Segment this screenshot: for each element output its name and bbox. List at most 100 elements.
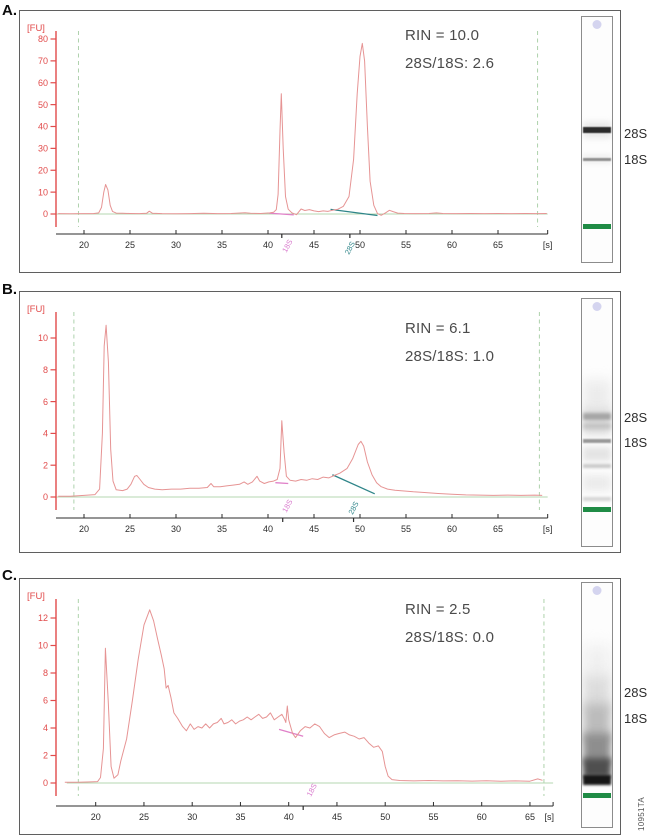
panel-c-18s-band-label: 18S [624, 711, 648, 726]
svg-text:18S: 18S [280, 238, 294, 254]
svg-text:25: 25 [125, 524, 135, 534]
panel-b-letter: B. [2, 281, 17, 298]
svg-text:18S: 18S [280, 498, 294, 514]
panel-c-electropherogram: 0 2 4 6 8 10 12 [FU] 20 25 30 35 40 45 50 55 60 65 [s] 18S [27, 591, 554, 822]
svg-text:18S: 18S [305, 782, 319, 798]
gel-band [583, 413, 611, 420]
svg-text:20: 20 [38, 165, 48, 175]
panel-a-letter: A. [2, 2, 17, 19]
svg-text:0: 0 [43, 492, 48, 502]
gel-band [583, 127, 611, 133]
svg-text:25: 25 [139, 812, 149, 822]
svg-text:40: 40 [263, 240, 273, 250]
gel-band [583, 793, 611, 798]
svg-text:60: 60 [447, 524, 457, 534]
svg-text:8: 8 [43, 365, 48, 375]
gel-band [583, 507, 611, 512]
gel-band [583, 464, 611, 468]
svg-text:6: 6 [43, 696, 48, 706]
svg-text:2: 2 [43, 460, 48, 470]
panel-a-electropherogram: 0 10 20 30 40 50 60 70 80[FU] 20 25 30 35 40 45 50 55 60 6… [27, 23, 553, 256]
gel-band [583, 423, 611, 429]
svg-text:65: 65 [493, 524, 503, 534]
svg-text:25: 25 [125, 240, 135, 250]
panel-a-gel-lane [581, 16, 613, 263]
svg-text:[FU]: [FU] [27, 304, 45, 315]
panel-b-28s-band-label: 28S [624, 410, 648, 425]
gel-band [583, 758, 611, 778]
svg-text:8: 8 [43, 668, 48, 678]
svg-text:2: 2 [43, 751, 48, 761]
svg-text:35: 35 [217, 240, 227, 250]
panel-b-electropherogram: 0 2 4 6 8 10 [FU] 20 25 30 35 40 45 50 55 60 65 [s] 18S 28S [27, 304, 553, 534]
svg-text:40: 40 [263, 524, 273, 534]
gel-band [583, 475, 611, 491]
svg-text:55: 55 [401, 524, 411, 534]
gel-band [583, 439, 611, 443]
gel-band [583, 407, 611, 435]
gel-band [583, 775, 611, 785]
svg-text:4: 4 [43, 429, 48, 439]
panel-a-box: 0 10 20 30 40 50 60 70 80 [FU] 20 25 30 35 40 45 50 55 60 6… [19, 10, 621, 273]
svg-text:50: 50 [38, 100, 48, 110]
svg-text:65: 65 [525, 812, 535, 822]
panel-c-gel-lane [581, 582, 613, 828]
svg-text:[FU]: [FU] [27, 23, 45, 34]
svg-text:20: 20 [79, 240, 89, 250]
svg-text:30: 30 [38, 144, 48, 154]
gel-band [583, 158, 611, 161]
panel-b-18s-band-label: 18S [624, 435, 648, 450]
svg-text:60: 60 [477, 812, 487, 822]
panel-c-28s-band-label: 28S [624, 685, 648, 700]
gel-band [583, 645, 611, 680]
svg-text:[s]: [s] [544, 812, 554, 822]
svg-text:50: 50 [355, 524, 365, 534]
svg-text:30: 30 [171, 240, 181, 250]
svg-text:45: 45 [309, 240, 319, 250]
svg-text:10: 10 [38, 641, 48, 651]
svg-text:20: 20 [91, 812, 101, 822]
svg-text:60: 60 [447, 240, 457, 250]
svg-text:[FU]: [FU] [27, 591, 45, 602]
svg-text:30: 30 [187, 812, 197, 822]
svg-text:[s]: [s] [543, 240, 553, 250]
gel-band [583, 380, 611, 412]
svg-text:55: 55 [401, 240, 411, 250]
svg-text:0: 0 [43, 209, 48, 219]
svg-text:12: 12 [38, 613, 48, 623]
svg-text:45: 45 [309, 524, 319, 534]
panel-a-rin-value: RIN = 10.0 [405, 27, 480, 44]
svg-text:70: 70 [38, 56, 48, 66]
figure-side-code: 10951TA [637, 797, 646, 831]
gel-well-dot [592, 586, 602, 595]
svg-text:65: 65 [493, 240, 503, 250]
svg-text:10: 10 [38, 333, 48, 343]
svg-text:40: 40 [284, 812, 294, 822]
panel-a-18s-band-label: 18S [624, 152, 648, 167]
svg-text:28S: 28S [346, 500, 360, 516]
svg-text:35: 35 [235, 812, 245, 822]
gel-well-dot [592, 20, 602, 29]
svg-text:45: 45 [332, 812, 342, 822]
gel-band [583, 447, 611, 461]
svg-text:35: 35 [217, 524, 227, 534]
panel-b-gel-lane [581, 298, 613, 547]
panel-b-ratio-value: 28S/18S: 1.0 [405, 348, 495, 365]
svg-text:10: 10 [38, 187, 48, 197]
panel-c-rin-value: RIN = 2.5 [405, 601, 471, 618]
svg-text:0: 0 [43, 778, 48, 788]
svg-text:50: 50 [355, 240, 365, 250]
svg-text:50: 50 [380, 812, 390, 822]
svg-text:30: 30 [171, 524, 181, 534]
svg-text:[s]: [s] [543, 524, 553, 534]
gel-band [583, 224, 611, 229]
panel-a-28s-band-label: 28S [624, 126, 648, 141]
svg-text:60: 60 [38, 78, 48, 88]
panel-c-box: 0 2 4 6 8 10 12 [FU] 20 25 30 35 40 45 50 55 60 65 [s] 18S … [19, 578, 621, 835]
panel-c-ratio-value: 28S/18S: 0.0 [405, 629, 495, 646]
svg-text:80: 80 [38, 34, 48, 44]
panel-b-rin-value: RIN = 6.1 [405, 320, 471, 337]
panel-a-ratio-value: 28S/18S: 2.6 [405, 55, 495, 72]
svg-text:55: 55 [428, 812, 438, 822]
